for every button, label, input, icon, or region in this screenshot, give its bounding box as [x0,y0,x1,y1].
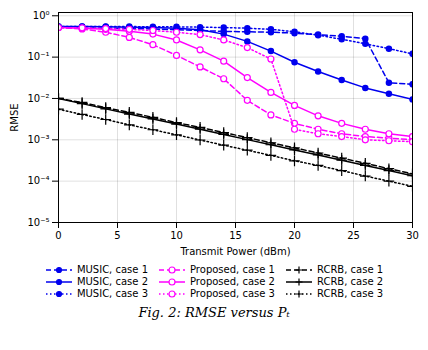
html-text:MUSIC, case 1: MUSIC, case 1 [76,264,148,275]
svg-text:10⁻⁴: 10⁻⁴ [27,175,49,186]
svg-text:0: 0 [55,230,61,241]
svg-text:25: 25 [347,230,360,241]
html-text:MUSIC, case 3: MUSIC, case 3 [76,288,148,299]
html-text:RCRB, case 2: RCRB, case 2 [317,276,384,287]
svg-text:10⁰: 10⁰ [33,10,50,21]
html-text:RCRB, case 3: RCRB, case 3 [317,288,384,299]
html-text:RCRB, case 1: RCRB, case 1 [317,264,384,275]
svg-text:5: 5 [114,230,120,241]
html-text:Proposed, case 1: Proposed, case 1 [190,264,275,275]
html-text:Fig. 2: RMSE versus Pₜ: Fig. 2: RMSE versus Pₜ [138,305,290,320]
svg-text:Transmit Power (dBm): Transmit Power (dBm) [179,246,290,257]
svg-text:20: 20 [288,230,301,241]
html-text:MUSIC, case 2: MUSIC, case 2 [76,276,148,287]
svg-text:15: 15 [229,230,242,241]
svg-text:30: 30 [406,230,419,241]
html-text:Proposed, case 3: Proposed, case 3 [190,288,275,299]
svg-text:10⁻⁵: 10⁻⁵ [27,217,49,228]
svg-text:10⁻²: 10⁻² [27,93,49,104]
svg-text:10⁻¹: 10⁻¹ [27,51,49,62]
svg-text:10⁻³: 10⁻³ [27,134,49,145]
html-text:Proposed, case 2: Proposed, case 2 [190,276,275,287]
svg-text:RMSE: RMSE [9,103,20,131]
svg-text:10: 10 [170,230,183,241]
